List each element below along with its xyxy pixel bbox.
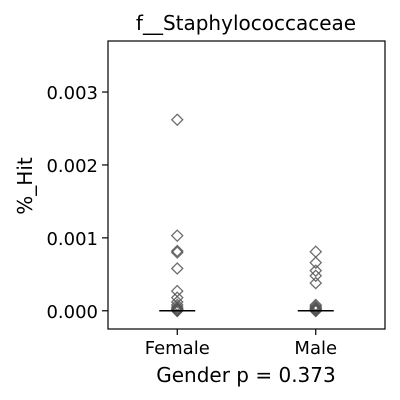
data-point	[309, 264, 323, 278]
data-point	[170, 244, 184, 258]
x-tick-label: Female	[145, 338, 210, 359]
y-tick-label: 0.001	[46, 229, 98, 250]
data-point	[170, 295, 184, 309]
data-point	[170, 262, 184, 275]
x-axis: Female Male	[145, 329, 337, 359]
x-axis-label: Gender p = 0.373	[156, 363, 335, 387]
data-point	[309, 269, 323, 283]
data-point	[170, 304, 184, 318]
data-point	[309, 256, 323, 270]
y-axis-label: %_Hit	[13, 157, 37, 215]
plot-frame	[107, 40, 386, 330]
data-point	[170, 229, 184, 243]
data-point	[309, 245, 323, 259]
data-point	[170, 300, 184, 314]
data-point	[170, 284, 184, 298]
data-point	[170, 113, 184, 127]
data-point	[309, 276, 323, 290]
chart-title: f__Staphylococcaceae	[136, 11, 356, 35]
data-marks	[159, 113, 334, 318]
data-point	[170, 246, 184, 259]
x-tick-label: Male	[294, 338, 337, 359]
y-tick-label: 0.002	[46, 156, 98, 177]
data-point	[309, 299, 323, 313]
y-tick-label: 0.000	[46, 302, 98, 323]
data-point	[309, 304, 323, 318]
y-axis: 0.000 0.001 0.002 0.003	[46, 83, 108, 323]
y-tick-label: 0.003	[46, 83, 98, 104]
